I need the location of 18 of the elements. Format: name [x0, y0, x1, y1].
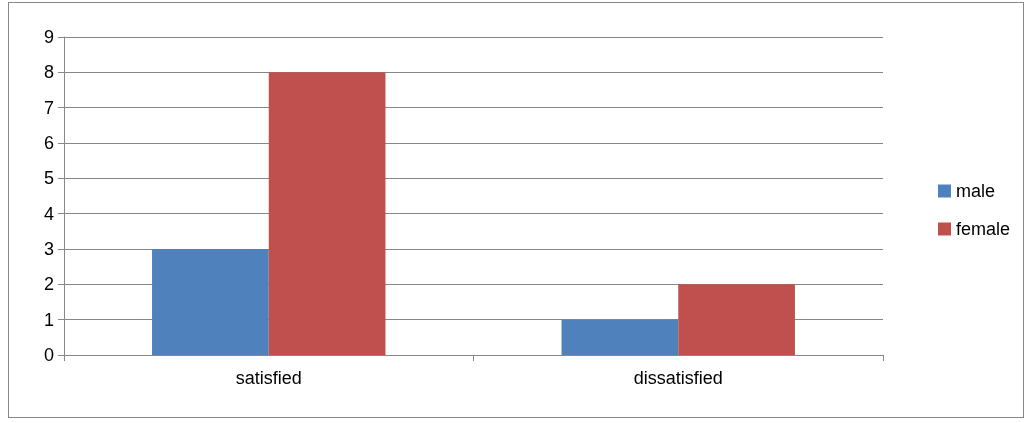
bar: [561, 319, 679, 355]
y-tick-label: 7: [43, 97, 54, 118]
bar: [152, 249, 269, 355]
bar: [678, 284, 795, 355]
legend-label: male: [955, 181, 995, 201]
legend-label: female: [955, 219, 1010, 239]
y-tick-label: 5: [43, 168, 54, 189]
x-tick-label: dissatisfied: [633, 368, 723, 388]
y-tick-label: 0: [43, 345, 54, 365]
y-tick-label: 1: [43, 309, 54, 330]
y-tick-label: 2: [43, 274, 54, 295]
bar: [268, 72, 386, 355]
y-tick-label: 8: [43, 62, 54, 83]
y-tick-label: 9: [43, 27, 54, 47]
y-tick-label: 4: [43, 203, 54, 224]
y-tick-label: 3: [43, 239, 54, 259]
y-tick-label: 6: [43, 133, 54, 153]
x-tick-label: satisfied: [235, 368, 302, 388]
